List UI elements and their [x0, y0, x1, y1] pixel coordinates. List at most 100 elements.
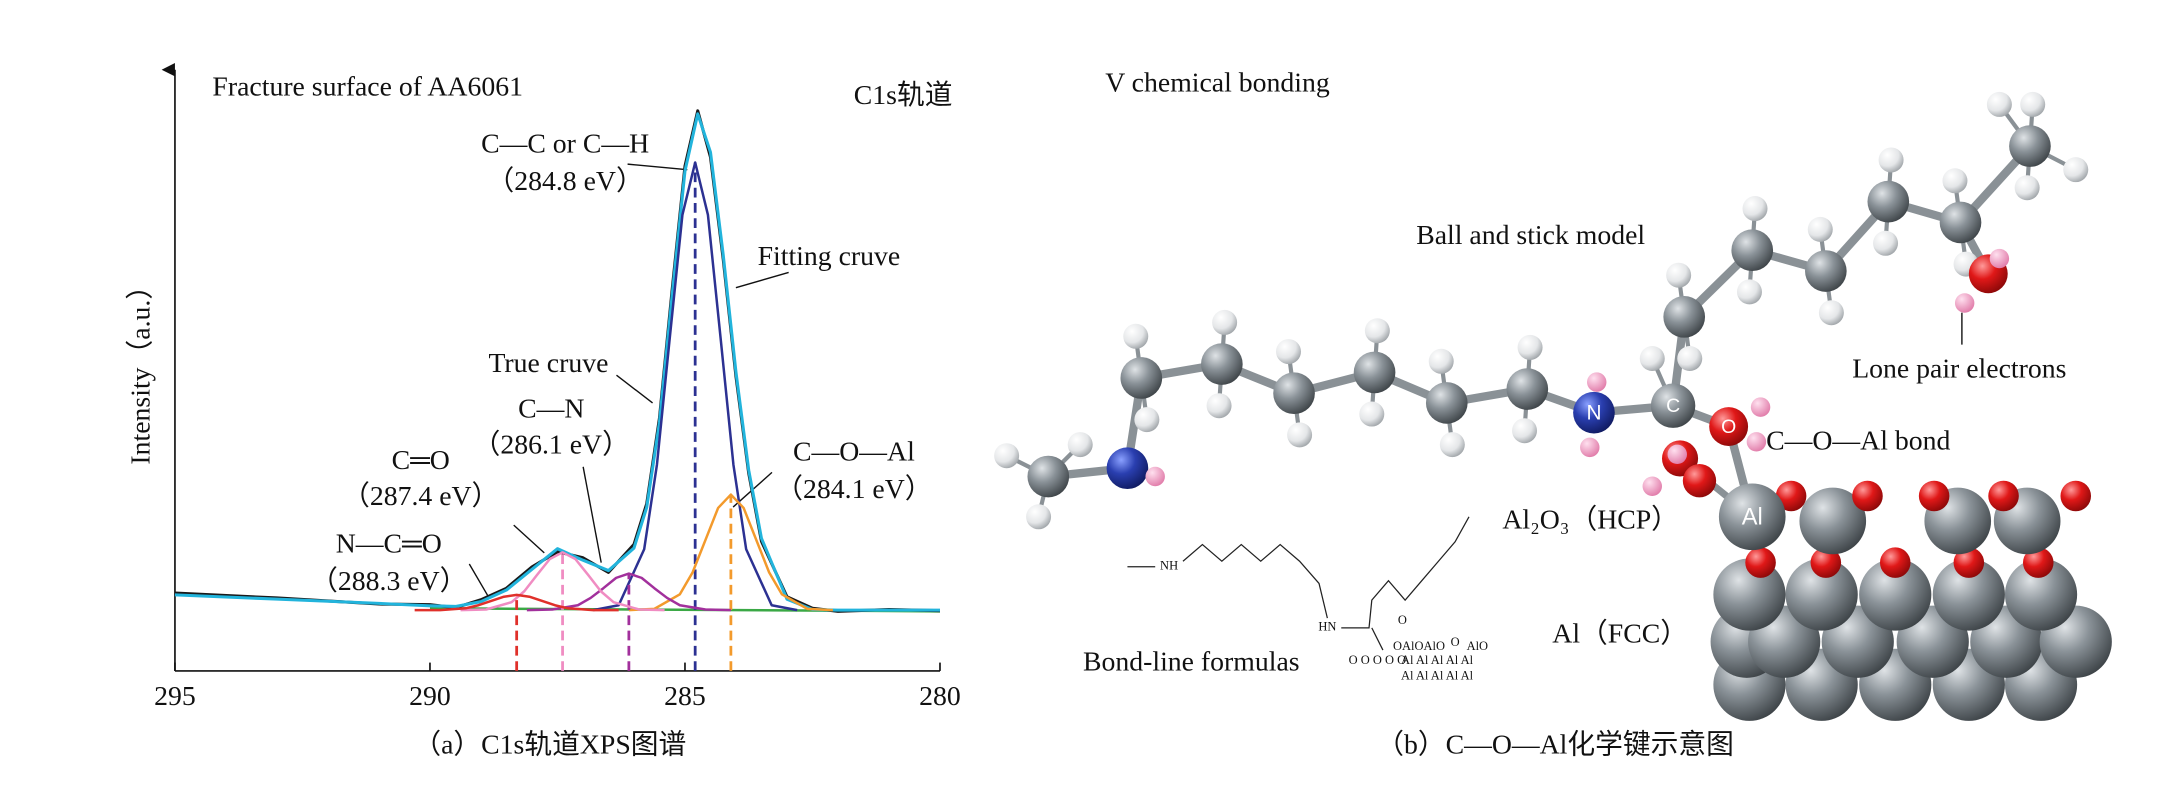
atom-label: N	[1586, 402, 1601, 425]
series-label: Fitting cruve	[758, 241, 901, 272]
h-atom	[1517, 334, 1543, 360]
n-atom	[1573, 391, 1615, 434]
series-line	[526, 572, 731, 612]
x-tick-label: 285	[664, 681, 706, 712]
h-atom	[1428, 348, 1454, 374]
diagram-title: V chemical bonding	[1105, 67, 1330, 98]
atom-label: C	[1666, 395, 1680, 417]
c-atom	[1663, 296, 1706, 338]
c-atom	[1867, 180, 1910, 223]
lone-pair-label: Lone pair electrons	[1852, 353, 2066, 384]
model-label: Ball and stick model	[1416, 220, 1645, 251]
h-atom	[1206, 393, 1232, 419]
series-label: N—C═O	[336, 528, 442, 559]
h-atom	[1807, 216, 1833, 242]
c-atom	[1506, 368, 1549, 410]
c-atom	[1650, 383, 1696, 428]
h-atom	[2020, 91, 2046, 117]
annotation: （286.1 eV）	[473, 430, 630, 461]
al-atom	[1859, 558, 1932, 631]
o-atom	[1810, 547, 1842, 578]
atom-label: O	[1721, 416, 1736, 438]
x-tick-label: 280	[919, 681, 961, 712]
h-atom	[1986, 91, 2012, 117]
o-atom	[1879, 547, 1911, 578]
formula-atom: NH	[1160, 559, 1178, 573]
lone-pair	[1989, 248, 2010, 269]
series-line	[414, 593, 619, 612]
al-atom	[1932, 558, 2005, 631]
series-line	[174, 112, 940, 612]
bond-label: C—O—Al bond	[1766, 426, 1950, 457]
h-atom	[1359, 401, 1385, 427]
series-line	[460, 551, 665, 612]
c-atom	[1731, 229, 1774, 272]
h-atom	[994, 443, 1020, 469]
formula-atom: O O O O O	[1349, 653, 1407, 667]
formula-atom: O	[1398, 613, 1407, 627]
series-label: C—O—Al	[793, 437, 915, 468]
annotation-arrows	[468, 163, 789, 598]
series-label: C—C or C—H	[481, 128, 649, 159]
h-atom	[1212, 309, 1238, 335]
metal-label: Al（FCC）	[1552, 619, 1688, 650]
h-atom	[1873, 230, 1899, 256]
h-atom	[1942, 168, 1968, 194]
h-atom	[1123, 323, 1149, 349]
al-atom	[1785, 558, 1858, 631]
al-atom	[1799, 487, 1867, 555]
atom-label: Al	[1742, 504, 1763, 530]
o-atom	[1745, 547, 1776, 578]
h-atom	[1067, 432, 1093, 458]
x-tick-label: 290	[409, 681, 451, 712]
formula-atom: Al Al Al Al Al	[1401, 653, 1474, 667]
formula-atom: O	[1451, 635, 1460, 649]
al-atom	[2004, 558, 2078, 631]
lone-pair	[1954, 293, 1975, 313]
h-atom	[1134, 407, 1160, 433]
series-line	[592, 161, 798, 612]
annotation: （284.8 eV）	[486, 166, 643, 197]
c-atom	[1425, 382, 1468, 424]
h-atom	[1287, 422, 1313, 448]
x-tick-label: 295	[154, 681, 196, 712]
h-atom	[1275, 339, 1301, 365]
h-atom	[1677, 346, 1703, 372]
molecule-model	[994, 91, 2112, 721]
lone-pair	[1145, 466, 1165, 487]
c-atom	[1273, 372, 1315, 415]
o-atom	[1775, 480, 1807, 512]
h-atom	[1736, 279, 1762, 305]
caption: （a）C1s轨道XPS图谱	[413, 730, 686, 761]
o-atom	[1918, 480, 1950, 512]
lone-pair	[1667, 444, 1687, 465]
o-atom	[1953, 547, 1985, 578]
c-atom	[1939, 201, 1982, 244]
formula-atom: HN	[1318, 620, 1336, 634]
caption: （b）C—O—Al化学键示意图	[1376, 730, 1734, 761]
al-atom	[1718, 483, 1786, 551]
c-atom	[2009, 125, 2051, 167]
chart-subtitle: C1s轨道	[854, 80, 953, 111]
o-atom	[2022, 547, 2054, 578]
lone-pair	[1746, 432, 1767, 452]
h-atom	[1512, 418, 1538, 444]
bond-line-formula	[1127, 516, 1470, 651]
y-axis-label: Intensity（a.u.）	[125, 272, 156, 465]
h-atom	[2063, 157, 2089, 183]
o-atom	[1988, 480, 2019, 512]
h-atom	[1026, 504, 1052, 530]
lone-pair	[1750, 397, 1771, 417]
oxide-label: Al₂O₃（HCP）	[1502, 505, 1679, 536]
formula-atom: AlO	[1467, 639, 1489, 653]
series-line	[628, 493, 833, 612]
c-atom	[1201, 343, 1243, 385]
h-atom	[1639, 346, 1665, 372]
h-atom	[1439, 432, 1465, 458]
series-label: C═O	[392, 445, 450, 476]
n-atom	[1106, 447, 1149, 490]
c-atom	[1120, 357, 1163, 399]
o-atom	[1682, 464, 1717, 498]
h-atom	[1742, 196, 1768, 222]
c-atom	[1027, 455, 1070, 498]
